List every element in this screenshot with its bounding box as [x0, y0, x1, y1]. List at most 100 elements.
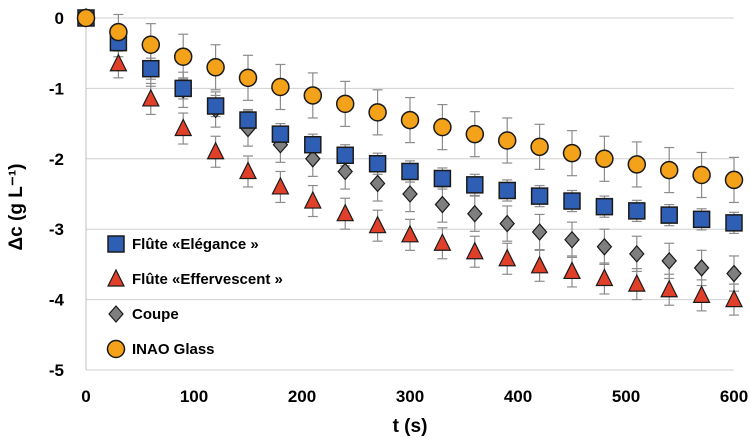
- data-point-circle: [724, 170, 744, 190]
- data-point-diamond: [726, 264, 742, 283]
- data-point-square: [239, 111, 257, 129]
- data-point-circle: [627, 155, 647, 174]
- data-point-diamond: [499, 214, 515, 233]
- data-point-triangle: [141, 88, 160, 107]
- data-point-square: [401, 162, 419, 181]
- data-point-circle: [173, 47, 193, 66]
- data-point-square: [142, 59, 160, 78]
- data-point-triangle: [595, 268, 614, 287]
- data-point-diamond: [564, 230, 580, 249]
- data-point-triangle: [433, 232, 452, 251]
- data-point-diamond: [661, 251, 677, 270]
- data-point-square: [563, 192, 581, 210]
- y-axis-title: Δc (g L⁻¹): [6, 163, 27, 250]
- data-point-triangle: [530, 255, 549, 274]
- legend: Flûte «Elégance » Flûte «Effervescent » Co…: [106, 235, 283, 359]
- legend-label: Coupe: [132, 306, 179, 323]
- data-point-circle: [692, 165, 711, 185]
- data-point-diamond: [369, 174, 386, 193]
- data-point-triangle: [368, 215, 387, 234]
- data-point-square: [304, 135, 322, 154]
- x-tick-label: 200: [288, 387, 316, 406]
- x-tick-label: 400: [504, 387, 532, 406]
- data-point-triangle: [271, 176, 290, 195]
- x-tick-label: 600: [720, 387, 748, 406]
- data-point-triangle: [660, 279, 679, 298]
- data-point-circle: [530, 137, 549, 157]
- data-point-diamond: [434, 195, 451, 214]
- x-tick-label: 100: [180, 387, 208, 406]
- data-point-square: [660, 206, 678, 224]
- data-point-square: [498, 181, 516, 200]
- legend-label: Flûte «Effervescent »: [132, 271, 283, 288]
- legend-marker-triangle: [107, 268, 125, 287]
- data-point-circle: [433, 117, 452, 137]
- legend-marker-circle: [106, 339, 126, 359]
- data-point-circle: [368, 103, 387, 122]
- grid-lines: [86, 17, 734, 371]
- data-point-diamond: [337, 162, 353, 181]
- x-tick-labels: 0 100 200 300 400 500 600: [81, 387, 748, 406]
- legend-marker-diamond: [108, 305, 124, 323]
- data-point-circle: [206, 58, 225, 77]
- data-point-square: [628, 202, 646, 220]
- x-tick-label: 300: [396, 387, 424, 406]
- data-point-triangle: [174, 118, 193, 137]
- data-point-square: [466, 176, 484, 194]
- data-point-square: [174, 79, 192, 98]
- data-point-triangle: [498, 248, 517, 267]
- data-point-circle: [109, 22, 128, 42]
- data-point-square: [433, 169, 452, 188]
- data-point-triangle: [303, 190, 322, 209]
- data-markers: [76, 7, 744, 308]
- data-point-square: [692, 210, 711, 229]
- y-tick-labels: 0 -1 -2 -3 -4 -5: [49, 9, 65, 380]
- legend-marker-square: [107, 235, 125, 253]
- data-point-square: [595, 197, 614, 216]
- y-tick-label: -2: [49, 150, 64, 169]
- data-point-triangle: [627, 273, 646, 292]
- data-point-square: [725, 214, 743, 232]
- y-tick-label: -3: [49, 220, 64, 239]
- data-point-circle: [76, 8, 96, 28]
- legend-label: INAO Glass: [132, 341, 215, 358]
- data-point-circle: [595, 149, 614, 169]
- data-point-square: [206, 97, 225, 115]
- data-point-circle: [465, 124, 485, 144]
- data-point-diamond: [693, 259, 710, 277]
- data-point-circle: [497, 131, 517, 150]
- data-point-circle: [271, 77, 290, 97]
- data-point-circle: [335, 94, 355, 114]
- data-point-diamond: [629, 244, 645, 263]
- data-point-diamond: [596, 237, 613, 256]
- x-tick-label: 0: [81, 387, 90, 406]
- y-tick-label: -1: [49, 79, 64, 98]
- data-point-triangle: [563, 261, 581, 280]
- data-point-circle: [562, 143, 582, 163]
- data-point-triangle: [725, 289, 743, 308]
- data-point-triangle: [336, 203, 355, 222]
- y-tick-label: -4: [49, 291, 65, 310]
- data-point-diamond: [531, 223, 548, 241]
- legend-label: Flûte «Elégance »: [132, 236, 259, 253]
- data-point-diamond: [402, 185, 418, 203]
- data-point-circle: [400, 110, 420, 130]
- data-point-circle: [141, 35, 161, 55]
- y-tick-label: -5: [49, 361, 64, 380]
- data-point-square: [336, 146, 354, 165]
- data-point-square: [530, 187, 549, 205]
- data-point-triangle: [401, 224, 419, 243]
- data-point-triangle: [239, 161, 257, 180]
- y-tick-label: 0: [55, 9, 64, 28]
- data-point-triangle: [692, 285, 711, 303]
- data-point-diamond: [305, 149, 321, 168]
- data-point-circle: [303, 86, 323, 105]
- x-axis-title: t (s): [393, 416, 428, 437]
- data-point-triangle: [109, 53, 128, 72]
- data-point-triangle: [465, 241, 484, 260]
- data-point-circle: [238, 68, 258, 88]
- data-point-triangle: [206, 141, 225, 160]
- data-point-circle: [659, 160, 679, 180]
- data-point-square: [271, 125, 290, 143]
